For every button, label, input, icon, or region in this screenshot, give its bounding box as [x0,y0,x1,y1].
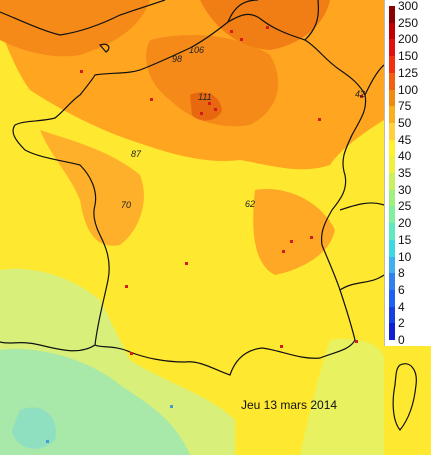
legend-swatch [389,206,395,224]
color-legend: 300 250 200 150 125 100 75 50 45 40 35 30 25 20 15 10 8 6… [384,0,431,346]
legend-label: 2 [398,316,405,331]
legend-swatch [389,56,395,74]
high-zone-west [40,130,144,246]
legend-swatch [389,106,395,124]
legend-swatch [389,156,395,174]
belgium-border [227,0,259,23]
legend-label: 45 [398,132,412,147]
lowest-zone-spots [12,407,56,449]
legend-label: 75 [398,99,412,114]
rhine-border [364,64,385,96]
legend-swatch [389,89,395,107]
legend-label: 50 [398,115,412,130]
legend-swatch [389,306,395,324]
legend-swatch [389,122,395,141]
legend-swatch [389,289,395,308]
legend-label: 20 [398,216,412,231]
corsica [392,363,417,431]
legend-swatch [389,6,395,24]
legend-label: 15 [398,232,412,247]
germany-border [304,0,320,41]
city-value-label: 70 [121,200,132,210]
legend-color-bar [389,6,395,342]
very-high-zone-nw [0,0,150,57]
legend-label: 6 [398,282,405,297]
legend-label: 35 [398,166,412,180]
legend-swatch [389,22,395,40]
legend-label: 150 [398,49,419,64]
low-zone-east [300,338,384,455]
legend-label: 250 [398,15,419,30]
legend-label: 8 [398,266,405,281]
france-coastline [12,13,367,376]
high-zone-east [253,189,335,275]
date-label: Jeu 13 mars 2014 [241,398,338,412]
legend-label: 25 [398,199,412,214]
stations-light [46,405,173,443]
legend-swatch [389,39,395,57]
italy-border [339,274,385,291]
city-value-label: 98 [172,54,183,64]
legend-swatch [389,239,395,257]
spain-border [0,341,96,352]
uk-coast [0,0,166,36]
city-value-label: 106 [189,45,205,55]
swiss-border [339,202,385,211]
legend-swatch [389,139,395,157]
stations [80,26,363,355]
legend-label: 30 [398,182,412,197]
channel-islands [98,43,110,53]
legend-swatch [389,323,395,341]
very-high-zone-hotspot [190,92,222,121]
legend-label: 4 [398,299,405,314]
very-high-zone-paris [146,35,279,127]
city-value-label: 42 [355,89,366,99]
city-value-label: 62 [245,199,256,209]
legend-swatch [389,273,395,291]
borders [0,0,417,431]
legend-swatch [389,173,395,191]
legend-label: 300 [398,0,419,13]
legend-label: 125 [398,65,419,80]
legend-label: 0 [398,333,405,347]
legend-swatch [389,189,395,207]
legend-swatch [389,72,395,90]
legend-label: 40 [398,149,412,164]
legend-label: 100 [398,82,419,97]
legend-swatch [389,223,395,241]
legend-label: 10 [398,249,412,264]
city-value-label: 111 [198,92,212,102]
legend-swatch [389,256,395,274]
city-value-label: 87 [131,149,142,159]
legend-label: 200 [398,32,419,47]
